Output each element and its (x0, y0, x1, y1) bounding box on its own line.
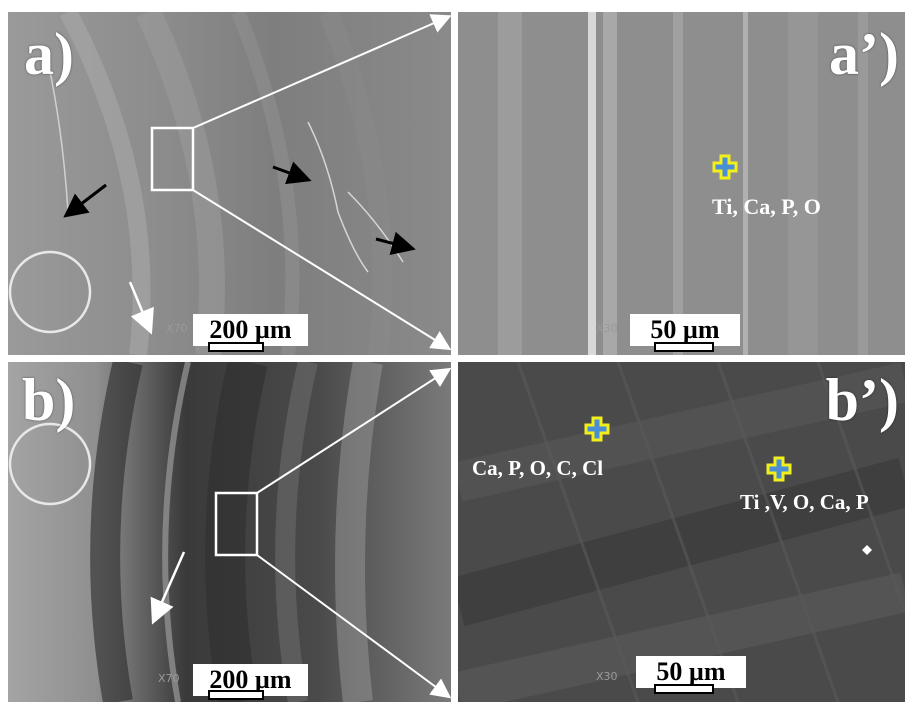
magnification-label: X70 (166, 322, 188, 335)
scale-bar (208, 690, 264, 700)
sem-image-a (8, 12, 451, 355)
magnification-label: X30 (596, 670, 618, 683)
element-list: Ti, Ca, P, O (712, 194, 821, 219)
panel-label: b’) (825, 367, 899, 433)
panel-a: a) X70 200 µm (8, 12, 451, 355)
scale-bar-label: 50 µm (630, 314, 740, 346)
analysis-point-marker-icon (712, 154, 738, 185)
panel-a-prime: a’) Ti, Ca, P, O X30 50 µm (458, 12, 905, 355)
analysis-point-marker-icon (584, 416, 610, 447)
element-list: Ti ,V, O, Ca, P (740, 490, 869, 514)
panel-b: b) X70 200 µm (8, 362, 451, 702)
sem-image-a-prime (458, 12, 905, 355)
magnification-label: X70 (158, 672, 180, 685)
analysis-point-marker-icon (766, 456, 792, 487)
panel-label: a) (24, 21, 74, 87)
scale-bar (208, 342, 264, 352)
scale-bar (654, 684, 714, 694)
scale-bar (654, 342, 714, 352)
sem-image-b-prime (458, 362, 905, 702)
panel-label: b) (22, 367, 76, 433)
panel-b-prime: b’) Ca, P, O, C, Cl Ti ,V, O, Ca, P X30 … (458, 362, 905, 702)
magnification-label: X30 (596, 322, 618, 335)
element-list: Ca, P, O, C, Cl (472, 456, 604, 480)
panel-label: a’) (829, 21, 899, 87)
scale-bar-label: 50 µm (636, 656, 746, 688)
